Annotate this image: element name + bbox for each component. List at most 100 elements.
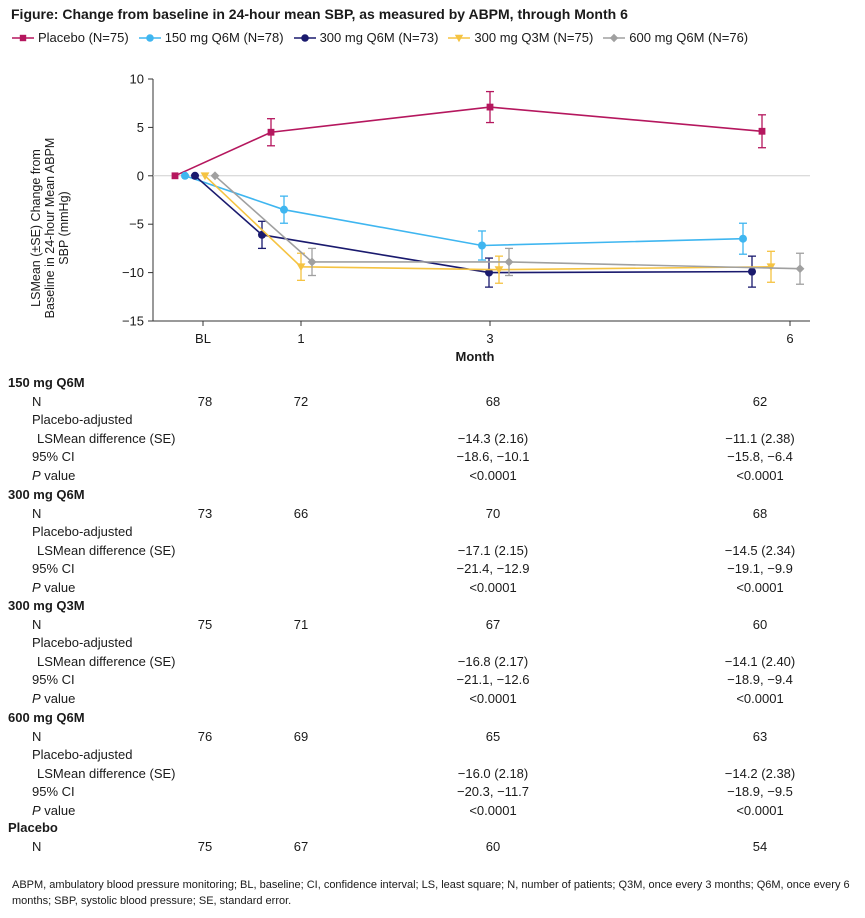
group-header: 300 mg Q3M <box>0 598 865 616</box>
row-label: Placebo-adjusted <box>32 635 133 650</box>
data-point <box>191 171 199 180</box>
table-row-ci: 95% CI −21.1, −12.6 −18.9, −9.4 <box>0 672 865 690</box>
line-chart: 10 5 0 −5 −10 −15 BL 1 3 6 <box>122 72 810 346</box>
table-cell: −19.1, −9.9 <box>727 561 793 576</box>
legend-swatch <box>138 33 161 42</box>
series-0 <box>171 90 766 180</box>
legend-swatch <box>603 33 626 42</box>
legend-marker <box>610 33 619 42</box>
legend-marker <box>145 33 154 42</box>
series-1 <box>181 171 747 261</box>
y-tick-label: −15 <box>122 314 144 329</box>
table-row-diff: LSMean difference (SE) −16.0 (2.18) −14.2 … <box>0 766 865 784</box>
table-row-adj: Placebo-adjusted <box>0 524 865 542</box>
x-tick-label: BL <box>195 331 211 346</box>
table-cell: 67 <box>293 839 309 854</box>
table-cell: 70 <box>485 505 501 521</box>
row-label: P value <box>32 468 75 483</box>
group-header: Placebo <box>0 820 865 838</box>
group-header: 600 mg Q6M <box>0 710 865 728</box>
table-cell: 76 <box>197 728 213 744</box>
table-cell: 75 <box>197 616 213 632</box>
data-point <box>200 172 210 181</box>
legend-marker <box>455 34 464 42</box>
legend-swatch <box>12 34 34 41</box>
row-label: LSMean difference (SE) <box>37 542 176 558</box>
legend-marker <box>19 34 27 41</box>
table-row-diff: LSMean difference (SE) −16.8 (2.17) −14.1 … <box>0 654 865 672</box>
table-row-ci: 95% CI −18.6, −10.1 −15.8, −6.4 <box>0 449 865 467</box>
group-header: 300 mg Q6M <box>0 487 865 505</box>
p-rest: value <box>40 467 76 483</box>
row-label: N <box>32 728 42 744</box>
group-name: 600 mg Q6M <box>8 710 85 725</box>
x-tick-label: 3 <box>486 331 493 346</box>
legend-marker <box>300 33 309 42</box>
table-cell: 75 <box>197 839 213 854</box>
y-tick-label: 5 <box>137 120 144 135</box>
table-row-ci: 95% CI −20.3, −11.7 −18.9, −9.5 <box>0 784 865 802</box>
p-italic: P <box>32 467 41 483</box>
table-cell: −11.1 (2.38) <box>725 430 795 446</box>
data-point <box>296 263 306 272</box>
table-cell: −18.6, −10.1 <box>456 449 530 464</box>
data-point <box>494 266 504 275</box>
table-cell: 68 <box>752 505 768 521</box>
table-row-p: P value <0.0001 <0.0001 <box>0 580 865 598</box>
data-point <box>758 127 766 135</box>
table-cell: 73 <box>197 505 213 521</box>
y-tick-label: 0 <box>137 168 144 183</box>
group-header: 150 mg Q6M <box>0 375 865 393</box>
table-cell: <0.0001 <box>736 690 784 706</box>
table-row-n: N 76 69 65 63 <box>0 729 865 747</box>
p-rest: value <box>40 690 76 706</box>
row-label: P value <box>32 803 75 818</box>
data-point <box>171 172 179 180</box>
x-tick-label: 1 <box>297 331 304 346</box>
legend-swatch <box>448 34 471 42</box>
row-label: N <box>32 393 42 409</box>
table-row-diff: LSMean difference (SE) −17.1 (2.15) −14.5 … <box>0 543 865 561</box>
table-cell: −18.9, −9.5 <box>727 784 793 799</box>
table-cell: −16.0 (2.18) <box>457 765 529 781</box>
row-label: Placebo-adjusted <box>32 747 133 762</box>
table-cell: 78 <box>197 393 213 409</box>
table-cell: −15.8, −6.4 <box>727 449 793 464</box>
table-cell: 60 <box>752 616 768 632</box>
data-point <box>748 267 756 276</box>
p-italic: P <box>32 802 41 818</box>
table-cell: −14.1 (2.40) <box>724 653 796 669</box>
y-tick-label: −10 <box>122 265 144 280</box>
table-cell: <0.0001 <box>736 467 784 483</box>
row-label: P value <box>32 580 75 595</box>
table-cell: −16.8 (2.17) <box>457 653 529 669</box>
group-name: 300 mg Q6M <box>8 487 85 502</box>
row-label: 95% CI <box>32 784 75 799</box>
row-label: LSMean difference (SE) <box>37 430 176 446</box>
series-4 <box>210 171 805 285</box>
y-axis-label: LSMean (±SE) Change from Baseline in 24-… <box>29 137 71 319</box>
table-row-p: P value <0.0001 <0.0001 <box>0 468 865 486</box>
data-point <box>267 128 275 136</box>
group-name: Placebo <box>8 820 58 835</box>
footnote: ABPM, ambulatory blood pressure monitori… <box>12 879 850 907</box>
data-point <box>181 171 189 180</box>
table-cell: 68 <box>485 393 501 409</box>
table-cell: 71 <box>293 616 309 632</box>
table-cell: 63 <box>752 728 768 744</box>
row-label: N <box>32 616 42 632</box>
row-label: 95% CI <box>32 672 75 687</box>
p-italic: P <box>32 690 41 706</box>
data-point <box>485 268 493 277</box>
row-label: 95% CI <box>32 561 75 576</box>
data-point <box>280 205 288 214</box>
legend-item: 300 mg Q6M (N=73) <box>293 30 438 45</box>
table-cell: −18.9, −9.4 <box>727 672 793 687</box>
row-label: N <box>32 839 42 854</box>
row-label: 95% CI <box>32 449 75 464</box>
legend-swatch <box>293 33 316 42</box>
table-row-n: N 73 66 70 68 <box>0 506 865 524</box>
series-line <box>174 106 763 177</box>
table-row-ci: 95% CI −21.4, −12.9 −19.1, −9.9 <box>0 561 865 579</box>
table-row-adj: Placebo-adjusted <box>0 747 865 765</box>
